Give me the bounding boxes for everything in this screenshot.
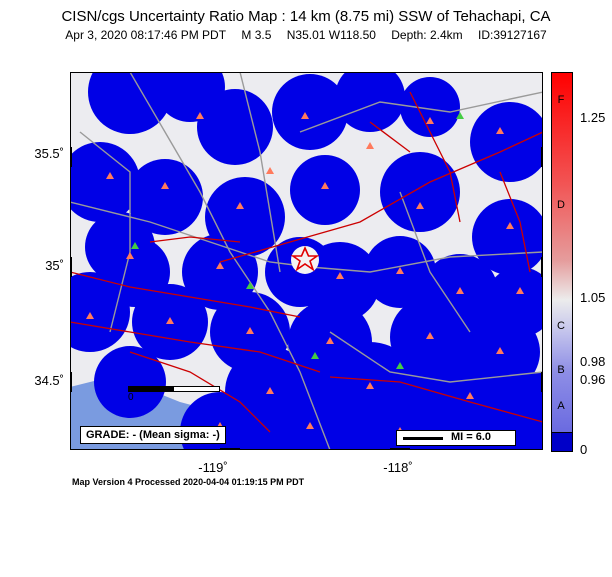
- event-datetime: Apr 3, 2020 08:17:46 PM PDT: [65, 28, 227, 42]
- lon-label-118: -118˚: [383, 460, 413, 475]
- cval-0-98: 0.98: [580, 354, 606, 369]
- footer-processed: Map Version 4 Processed 2020-04-04 01:19…: [72, 477, 305, 487]
- colorbar-zero-swatch: [551, 432, 573, 452]
- uncertainty-map[interactable]: [70, 72, 543, 450]
- event-depth: Depth: 2.4km: [391, 28, 463, 42]
- grade-a: A: [557, 400, 565, 412]
- cval-0-96: 0.96: [580, 372, 606, 387]
- lat-label-35-5: 35.5˚: [34, 146, 64, 161]
- mi-label: MI = 6.0: [451, 431, 492, 443]
- colorbar: [551, 72, 573, 434]
- grade-d: D: [557, 199, 565, 211]
- grade-legend: GRADE: - (Mean sigma: -): [80, 426, 226, 444]
- map-title: CISN/cgs Uncertainty Ratio Map : 14 km (…: [61, 8, 551, 25]
- mi-legend: MI = 6.0: [396, 430, 516, 446]
- event-location: N35.01 W118.50: [286, 28, 376, 42]
- grade-f: F: [557, 94, 565, 106]
- event-magnitude: M 3.5: [241, 28, 272, 42]
- green-stations: [131, 112, 464, 369]
- cval-1-25: 1.25: [580, 110, 606, 125]
- stations: [86, 112, 524, 434]
- grade-c: C: [557, 320, 565, 332]
- cval-0: 0: [580, 442, 588, 457]
- lon-label-119: -119˚: [198, 460, 228, 475]
- map-subtitle: Apr 3, 2020 08:17:46 PM PDT M 3.5 N35.01…: [0, 28, 612, 42]
- roads: [70, 72, 543, 450]
- cval-1-05: 1.05: [580, 290, 606, 305]
- lat-label-34-5: 34.5˚: [34, 373, 64, 388]
- event-id: ID:39127167: [477, 28, 547, 42]
- mi-line: [403, 437, 443, 440]
- lat-label-35: 35˚: [45, 258, 64, 273]
- grade-b: B: [557, 364, 565, 376]
- scale-bar: 0: [128, 386, 220, 403]
- epicenter-icon: [290, 246, 320, 274]
- scale-zero-label: 0: [128, 392, 134, 403]
